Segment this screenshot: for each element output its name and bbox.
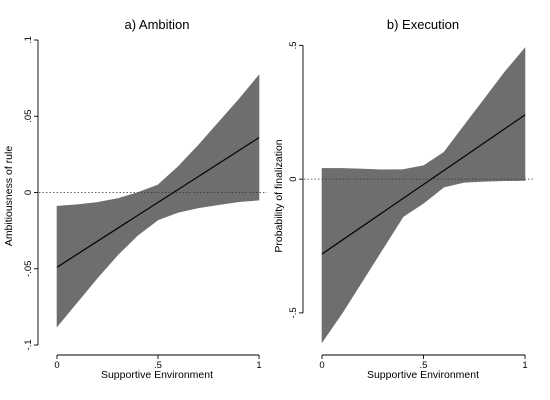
y-axis-label: Probability of finalization [273,139,285,252]
x-axis-label: Supportive Environment [367,369,479,381]
y-tick-label: .1 [23,36,34,44]
x-tick-label: 0 [319,360,324,371]
panel-title: b) Execution [387,17,459,32]
y-tick-label: 0 [288,176,299,181]
x-tick-label: .5 [420,360,428,371]
x-tick-label: 0 [54,360,59,371]
panel-ambition: a) Ambition Supportive Environment Ambit… [3,17,267,381]
y-axis-label: Ambitiousness of rule [3,146,15,247]
x-tick-label: 1 [522,360,527,371]
y-tick-label: -.5 [288,307,299,318]
estimate-line [56,137,260,268]
confidence-band [56,74,260,328]
y-tick-label: -.1 [23,339,34,350]
estimate-line [321,114,526,255]
y-tick-label: -.05 [23,261,34,277]
x-tick-label: .5 [154,360,162,371]
y-tick-label: .05 [23,110,34,123]
confidence-band [321,47,526,344]
x-axis-label: Supportive Environment [101,369,213,381]
panel-execution: b) Execution Supportive Environment Prob… [273,17,533,381]
y-tick-label: 0 [23,190,34,195]
y-tick-label: .5 [288,41,299,49]
x-tick-label: 1 [256,360,261,371]
panel-title: a) Ambition [124,17,189,32]
